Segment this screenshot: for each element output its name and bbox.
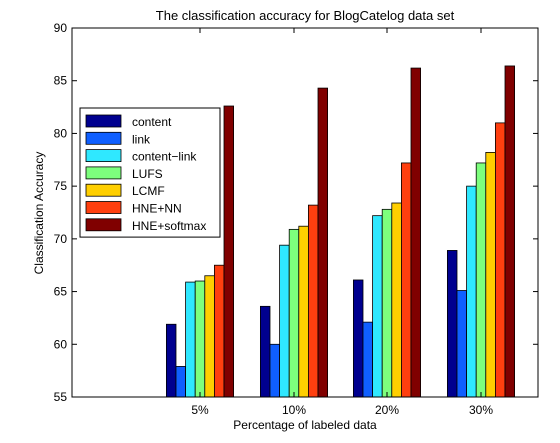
bar-content-4 bbox=[446, 250, 458, 398]
bar-hne-nn-4 bbox=[494, 122, 506, 398]
bar-link-2 bbox=[269, 343, 281, 398]
bar-lufs-4 bbox=[475, 162, 487, 398]
legend-label: content bbox=[132, 115, 172, 129]
bar-lcmf-1 bbox=[204, 275, 215, 398]
legend-label: HNE+NN bbox=[132, 202, 182, 216]
bar-hne-nn-1 bbox=[213, 264, 225, 398]
bar-link-3 bbox=[362, 321, 374, 398]
bar-content-link-3 bbox=[372, 215, 383, 398]
y-tick-label: 55 bbox=[54, 390, 68, 404]
bar-lcmf-3 bbox=[391, 202, 402, 398]
legend-swatch bbox=[85, 131, 122, 145]
legend-swatch bbox=[85, 201, 122, 214]
x-tick-label: 30% bbox=[469, 403, 493, 417]
legend-swatch bbox=[85, 218, 122, 232]
x-axis: 5% 10% 20% 30% bbox=[191, 28, 493, 417]
legend-label: LUFS bbox=[132, 167, 163, 181]
bar-hne-softmax-4 bbox=[504, 65, 516, 398]
bars-group bbox=[165, 65, 516, 398]
bar-hne-softmax-1 bbox=[223, 105, 235, 398]
bar-lcmf-4 bbox=[485, 152, 496, 398]
bar-hne-softmax-2 bbox=[317, 87, 329, 398]
plot-frame bbox=[71, 27, 539, 398]
bar-lufs-1 bbox=[194, 280, 206, 398]
bar-lcmf-2 bbox=[298, 225, 309, 398]
y-axis-label: Classification Accuracy bbox=[32, 152, 46, 275]
legend-label: HNE+softmax bbox=[132, 219, 206, 233]
bar-content-link-4 bbox=[466, 185, 477, 398]
legend-swatch bbox=[85, 149, 122, 163]
x-tick-label: 5% bbox=[191, 403, 209, 417]
legend-swatch bbox=[85, 166, 122, 180]
bar-content-link-1 bbox=[185, 281, 196, 398]
y-tick-label: 60 bbox=[54, 337, 68, 351]
bar-lufs-2 bbox=[288, 228, 300, 398]
legend: content link content−link LUFS LCMF HNE+NN HNE… bbox=[79, 107, 221, 238]
x-tick-label: 20% bbox=[375, 403, 399, 417]
bar-content-link-2 bbox=[279, 244, 290, 398]
legend-label: link bbox=[132, 132, 151, 146]
y-tick-label: 70 bbox=[54, 232, 68, 246]
y-axis: 55 60 65 70 75 80 85 90 bbox=[54, 21, 538, 404]
bar-hne-softmax-3 bbox=[410, 67, 422, 398]
y-tick-label: 75 bbox=[54, 179, 68, 193]
chart-title: The classification accuracy for BlogCate… bbox=[156, 8, 455, 23]
legend-swatch bbox=[85, 183, 122, 197]
x-tick-label: 10% bbox=[282, 403, 306, 417]
bar-content-1 bbox=[165, 323, 177, 398]
y-tick-label: 90 bbox=[54, 21, 68, 35]
y-tick-label: 65 bbox=[54, 285, 68, 299]
legend-label: content−link bbox=[132, 150, 197, 164]
bar-hne-nn-3 bbox=[400, 162, 412, 398]
bar-content-2 bbox=[259, 305, 271, 398]
bar-lufs-3 bbox=[381, 208, 393, 398]
x-axis-label: Percentage of labeled data bbox=[233, 418, 377, 432]
bar-link-4 bbox=[456, 290, 468, 398]
legend-label: LCMF bbox=[132, 184, 165, 198]
bar-content-3 bbox=[352, 279, 364, 398]
y-tick-label: 85 bbox=[54, 74, 68, 88]
bar-hne-nn-2 bbox=[307, 204, 319, 398]
legend-swatch bbox=[85, 114, 122, 128]
y-tick-label: 80 bbox=[54, 126, 68, 140]
bar-link-1 bbox=[175, 366, 187, 398]
